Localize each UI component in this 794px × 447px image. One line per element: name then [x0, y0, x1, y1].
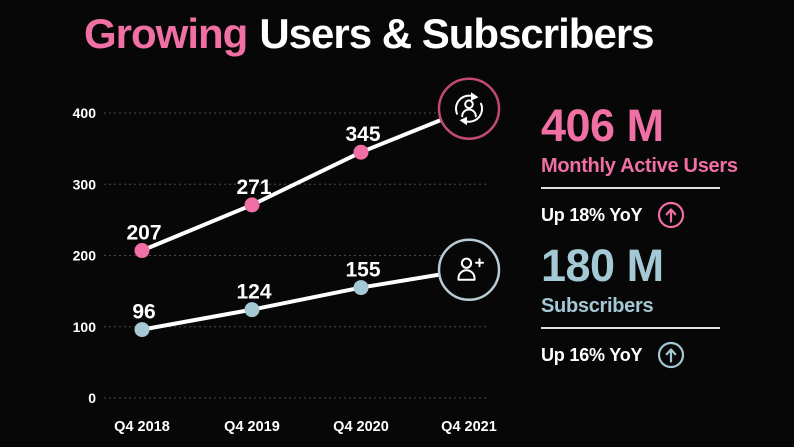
up-arrow-circle-icon — [657, 341, 685, 369]
up-arrow-circle-icon — [657, 201, 685, 229]
stat-label: Monthly Active Users — [541, 155, 738, 177]
stat-monthly-active-users: 406 M Monthly Active Users Up 18% YoY — [541, 100, 791, 229]
data-point — [353, 280, 369, 296]
x-axis-label: Q4 2019 — [224, 419, 280, 435]
x-axis-label: Q4 2020 — [333, 419, 389, 435]
stat-delta-row: Up 16% YoY — [541, 341, 791, 369]
divider — [541, 327, 720, 329]
divider — [541, 187, 720, 189]
y-axis-tick: 400 — [73, 105, 97, 121]
user-plus-icon — [437, 238, 501, 301]
series-line — [140, 267, 471, 332]
page-title: Growing Users & Subscribers — [84, 10, 655, 58]
data-point — [244, 197, 260, 213]
data-point-label: 155 — [345, 259, 380, 282]
data-point — [353, 144, 369, 160]
series-line — [140, 106, 471, 253]
y-axis-tick: 100 — [73, 319, 97, 335]
user-sync-icon — [437, 77, 501, 140]
stat-delta: Up 18% YoY — [541, 204, 643, 225]
stat-delta-row: Up 18% YoY — [541, 201, 791, 229]
title-highlight: Growing — [84, 10, 248, 57]
stat-label: Subscribers — [541, 295, 654, 317]
data-point-label: 124 — [236, 281, 271, 304]
stat-subscribers: 180 M Subscribers Up 16% YoY — [541, 240, 791, 369]
x-axis-label: Q4 2021 — [441, 419, 497, 435]
stat-value: 180 M — [541, 240, 664, 291]
x-axis-label: Q4 2018 — [114, 419, 170, 435]
data-point-label: 207 — [126, 222, 161, 245]
data-point — [244, 302, 260, 318]
y-axis-tick: 300 — [73, 176, 97, 192]
y-axis-tick: 0 — [88, 390, 96, 406]
data-point-label: 96 — [132, 301, 155, 324]
title-rest: Users & Subscribers — [259, 10, 654, 57]
data-point-label: 345 — [345, 123, 380, 146]
y-axis-tick: 200 — [73, 248, 97, 264]
stat-delta: Up 16% YoY — [541, 344, 643, 365]
stat-value: 406 M — [541, 100, 664, 151]
data-point-label: 271 — [236, 176, 271, 199]
data-point — [134, 322, 150, 338]
data-point — [134, 243, 150, 259]
